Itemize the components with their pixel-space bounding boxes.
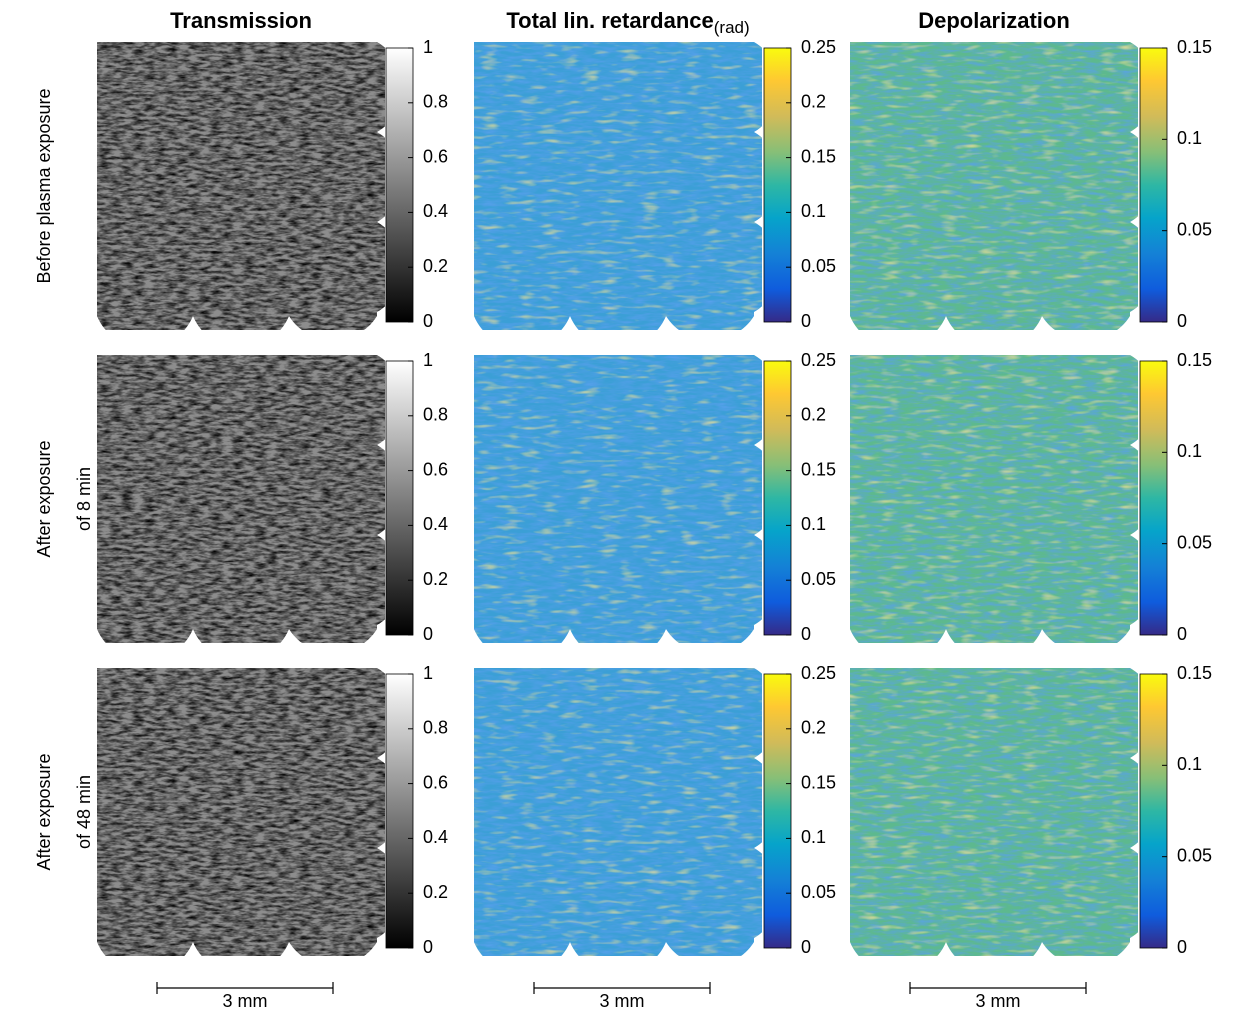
colorbar-tick-label: 0.2 [423,569,448,589]
colorbar-tick-label: 0.1 [801,201,826,221]
image-highlight [850,668,1138,956]
colorbar-tick-label: 0.8 [423,92,448,112]
colorbar-tick-label: 0.1 [1177,128,1202,148]
colorbar-tick-label: 0.05 [1177,219,1212,239]
colorbar-tick-label: 1 [423,350,433,370]
title-unit: (rad) [714,18,750,37]
image-panel [850,355,1138,643]
image-highlight [474,42,762,330]
figure: Transmission 0 0.2 0.4 0.6 0.8 1 0 0.2 0.4 0.6 0.8 1… [0,0,1235,1012]
colorbar-tick-label: 0 [1177,311,1187,331]
colorbar-tick-label: 0 [423,624,433,644]
colorbar-tick-label: 0.1 [1177,441,1202,461]
title-text: Total lin. retardance [506,8,713,33]
row-label: Before plasma exposure [34,88,54,283]
scale-bar-label: 3 mm [600,991,645,1011]
colorbar-tick-label: 0.15 [1177,663,1212,683]
colorbar [386,48,413,322]
colorbar-tick-label: 0 [423,311,433,331]
colorbar [764,48,791,322]
column-title: Depolarization [918,8,1070,33]
colorbar-tick-label: 1 [423,37,433,57]
colorbar-tick-label: 0.15 [801,772,836,792]
image-panel [474,668,762,956]
column-title: Transmission [170,8,312,33]
colorbar [1140,674,1167,948]
colorbar-tick-label: 0.6 [423,146,448,166]
colorbar-tick-label: 0 [423,937,433,957]
image-highlight [850,42,1138,330]
colorbar-tick-label: 0.4 [423,201,448,221]
colorbar-tick-label: 0.15 [1177,350,1212,370]
image-texture [97,668,385,956]
colorbar-tick-label: 0.05 [801,569,836,589]
colorbar-tick-label: 0.2 [801,405,826,425]
image-highlight [474,355,762,643]
title-text: Depolarization [918,8,1070,33]
image-panel [850,668,1138,956]
colorbar-tick-label: 0.05 [801,882,836,902]
colorbar-tick-label: 0.1 [801,827,826,847]
colorbar [1140,48,1167,322]
image-highlight [850,355,1138,643]
title-text: Transmission [170,8,312,33]
colorbar-tick-label: 0.05 [1177,845,1212,865]
colorbar-tick-label: 0 [801,624,811,644]
row-label: After exposure [34,753,54,870]
image-panel [850,42,1138,330]
column-title: Total lin. retardance(rad) [506,8,749,38]
colorbar-tick-label: 0.2 [423,256,448,276]
colorbar [764,674,791,948]
colorbar-tick-label: 0 [1177,937,1187,957]
image-highlight [474,668,762,956]
colorbar-tick-label: 0.2 [801,92,826,112]
image-panel [474,355,762,643]
image-texture [97,355,385,643]
colorbar-tick-label: 0.4 [423,827,448,847]
colorbar-tick-label: 0.15 [801,459,836,479]
image-panel [474,42,762,330]
scale-bar-label: 3 mm [976,991,1021,1011]
image-panel [97,668,385,956]
row-label: After exposure [34,440,54,557]
colorbar-tick-label: 0.05 [1177,532,1212,552]
colorbar-tick-label: 0.15 [801,146,836,166]
scale-bar-label: 3 mm [223,991,268,1011]
colorbar [764,361,791,635]
colorbar-tick-label: 0.15 [1177,37,1212,57]
colorbar-tick-label: 1 [423,663,433,683]
colorbar-tick-label: 0.25 [801,37,836,57]
row-label: of 8 min [74,467,94,531]
colorbar-tick-label: 0.25 [801,350,836,370]
colorbar-tick-label: 0.6 [423,459,448,479]
colorbar-tick-label: 0.1 [801,514,826,534]
colorbar-tick-label: 0.05 [801,256,836,276]
colorbar-tick-label: 0 [1177,624,1187,644]
colorbar-tick-label: 0.8 [423,718,448,738]
colorbar [386,674,413,948]
colorbar-tick-label: 0 [801,311,811,331]
row-label: of 48 min [74,775,94,849]
colorbar-tick-label: 0.8 [423,405,448,425]
colorbar-tick-label: 0.2 [423,882,448,902]
colorbar-tick-label: 0.4 [423,514,448,534]
colorbar [386,361,413,635]
image-panel [97,355,385,643]
colorbar-tick-label: 0.2 [801,718,826,738]
colorbar [1140,361,1167,635]
image-texture [97,42,385,330]
colorbar-tick-label: 0.6 [423,772,448,792]
colorbar-tick-label: 0.1 [1177,754,1202,774]
image-panel [97,42,385,330]
colorbar-tick-label: 0 [801,937,811,957]
colorbar-tick-label: 0.25 [801,663,836,683]
